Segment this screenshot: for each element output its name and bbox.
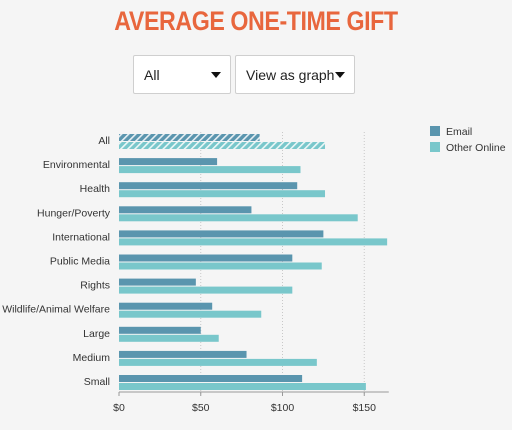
bar-other-online	[119, 166, 301, 174]
chart-title: AVERAGE ONE-TIME GIFT	[114, 6, 398, 36]
bar-email	[119, 230, 324, 238]
bar-email	[119, 206, 252, 214]
bar-email	[119, 302, 213, 310]
view-mode-dropdown[interactable]: View as graph	[235, 55, 355, 94]
bar-email	[119, 350, 247, 358]
bar-other-online	[119, 310, 262, 318]
chevron-down-icon	[211, 72, 221, 78]
bar-email	[119, 134, 260, 141]
category-label: Large	[83, 328, 110, 340]
bar-other-online	[119, 142, 326, 149]
legend-swatch	[430, 126, 440, 136]
bar-other-online	[119, 286, 293, 294]
view-mode-value: View as graph	[246, 67, 335, 83]
x-tick-label: $0	[113, 402, 125, 414]
bar-email	[119, 158, 218, 166]
bar-other-online	[119, 190, 326, 198]
legend-label: Email	[446, 126, 472, 138]
x-tick-label: $50	[192, 402, 210, 414]
category-label: Rights	[80, 280, 110, 292]
bar-email	[119, 182, 298, 190]
bar-other-online	[119, 334, 219, 342]
bar-other-online	[119, 214, 358, 222]
category-label: International	[52, 231, 110, 243]
chevron-down-icon	[335, 72, 345, 78]
bar-other-online	[119, 262, 322, 270]
legend-label: Other Online	[446, 142, 506, 154]
category-label: Health	[80, 183, 111, 195]
category-filter-value: All	[144, 67, 160, 83]
bar-email	[119, 254, 293, 262]
category-label: Wildlife/Animal Welfare	[2, 304, 110, 316]
legend-swatch	[430, 142, 440, 152]
x-tick-label: $150	[353, 402, 377, 414]
category-label: Hunger/Poverty	[37, 207, 111, 219]
category-label: Environmental	[43, 159, 110, 171]
category-filter-dropdown[interactable]: All	[133, 55, 231, 94]
bar-other-online	[119, 358, 317, 366]
bar-other-online	[119, 383, 366, 390]
category-label: Medium	[73, 352, 111, 364]
category-label: Small	[84, 376, 110, 388]
category-label: Public Media	[50, 256, 110, 268]
x-tick-label: $100	[271, 402, 295, 414]
bar-email	[119, 326, 201, 334]
category-label: All	[98, 135, 110, 147]
bar-email	[119, 278, 196, 286]
bar-email	[119, 375, 303, 382]
bar-other-online	[119, 238, 388, 246]
